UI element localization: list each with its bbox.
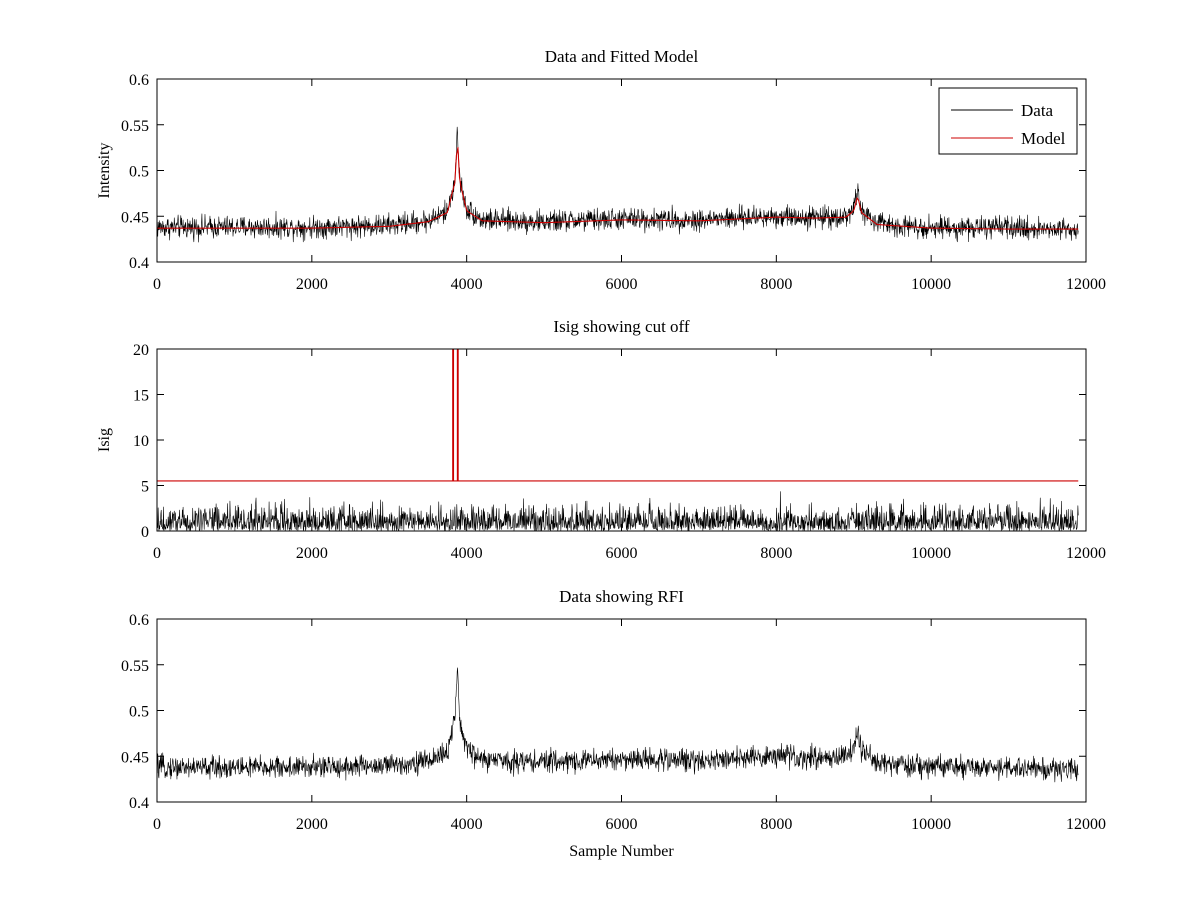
tick-labels: 0 2000 4000 6000 8000 10000 12000 0.4 0.45 0.5 0.5… xyxy=(121,72,1106,293)
plot-area xyxy=(157,126,1079,243)
y-tick-label: 0.45 xyxy=(121,209,149,226)
y-tick-label: 0.4 xyxy=(129,795,149,812)
legend-box xyxy=(938,87,1078,155)
y-tick-label: 0.5 xyxy=(129,704,149,721)
legend-entry-model: Model xyxy=(1021,129,1066,148)
y-tick-label: 0.6 xyxy=(129,72,149,89)
x-tick-label: 0 xyxy=(153,545,161,562)
panel-title: Isig showing cut off xyxy=(553,317,689,336)
x-axis-label: Sample Number xyxy=(569,843,674,860)
x-tick-label: 4000 xyxy=(451,545,483,562)
y-tick-label: 0.4 xyxy=(129,255,149,272)
legend-entry-data: Data xyxy=(1021,101,1054,120)
series-line-1-0 xyxy=(157,491,1079,531)
x-tick-label: 8000 xyxy=(760,545,792,562)
tick-labels: 0 2000 4000 6000 8000 10000 12000 0.4 0.45 0.5 0.5… xyxy=(121,612,1106,833)
x-tick-label: 12000 xyxy=(1066,545,1106,562)
tick-labels: 0 2000 4000 6000 8000 10000 12000 0 5 10 15 20 xyxy=(133,342,1106,562)
series-line-0-0 xyxy=(157,126,1079,243)
x-tick-label: 0 xyxy=(153,276,161,293)
y-tick-label: 0 xyxy=(141,524,149,541)
panel-title: Data and Fitted Model xyxy=(545,47,699,66)
x-tick-label: 6000 xyxy=(606,816,638,833)
y-axis-label: Isig xyxy=(96,428,113,452)
x-tick-label: 12000 xyxy=(1066,276,1106,293)
x-tick-label: 10000 xyxy=(911,545,951,562)
panel-data-showing-rfi: Data showing RFI Sample Number 0 2000 4000… xyxy=(121,587,1106,860)
y-tick-label: 10 xyxy=(133,433,149,450)
x-tick-label: 2000 xyxy=(296,816,328,833)
plot-area xyxy=(157,667,1079,783)
axes-frame xyxy=(156,78,1087,263)
y-tick-label: 5 xyxy=(141,479,149,496)
series-line-2-0 xyxy=(157,667,1079,783)
axes-frame xyxy=(156,348,1087,532)
legend: Data Model xyxy=(938,87,1078,155)
y-tick-label: 0.55 xyxy=(121,658,149,675)
x-tick-label: 6000 xyxy=(606,276,638,293)
x-tick-label: 8000 xyxy=(760,276,792,293)
panel-title: Data showing RFI xyxy=(559,587,684,606)
panel-isig-showing-cut-off: Isig showing cut off Isig 0 2000 4000 6000 8… xyxy=(96,317,1106,562)
y-tick-label: 0.45 xyxy=(121,749,149,766)
y-tick-label: 0.6 xyxy=(129,612,149,629)
series-line-1-1 xyxy=(157,349,1079,482)
x-tick-label: 10000 xyxy=(911,816,951,833)
series-line-0-1 xyxy=(157,147,1079,230)
axes-frame xyxy=(156,618,1087,803)
x-tick-label: 12000 xyxy=(1066,816,1106,833)
y-tick-label: 20 xyxy=(133,342,149,359)
x-tick-label: 8000 xyxy=(760,816,792,833)
x-tick-label: 10000 xyxy=(911,276,951,293)
y-tick-label: 0.55 xyxy=(121,118,149,135)
x-tick-label: 4000 xyxy=(451,816,483,833)
y-axis-label: Intensity xyxy=(96,143,113,199)
x-tick-label: 2000 xyxy=(296,545,328,562)
y-tick-label: 0.5 xyxy=(129,164,149,181)
tick-marks xyxy=(156,618,1087,803)
panel-data-and-fitted-model: Data and Fitted Model Intensity 0 2000 400… xyxy=(96,47,1106,293)
y-tick-label: 15 xyxy=(133,388,149,405)
x-tick-label: 6000 xyxy=(606,545,638,562)
x-tick-label: 0 xyxy=(153,816,161,833)
x-tick-label: 4000 xyxy=(451,276,483,293)
x-tick-label: 2000 xyxy=(296,276,328,293)
plot-area xyxy=(157,349,1079,531)
